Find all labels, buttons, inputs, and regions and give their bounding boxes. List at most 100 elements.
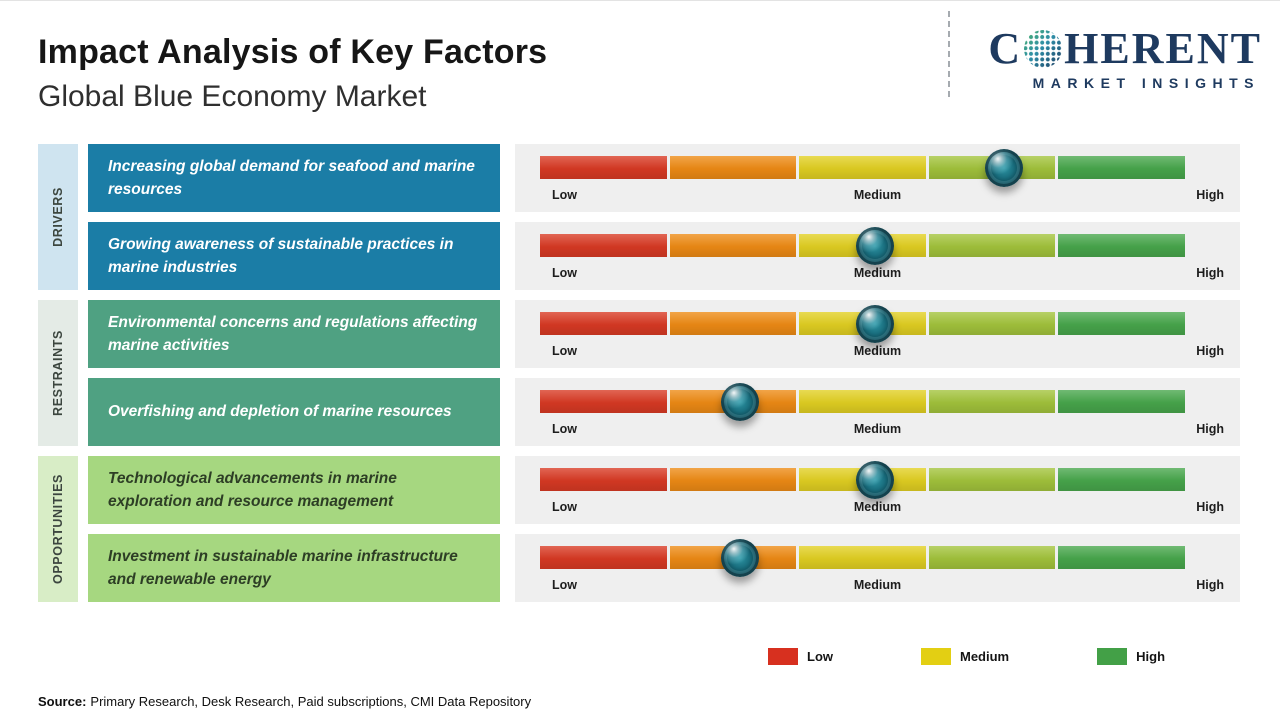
bar-segment	[928, 546, 1056, 569]
impact-marker-icon	[720, 382, 759, 421]
legend-swatch-low	[768, 648, 798, 665]
impact-marker-icon	[856, 304, 895, 343]
impact-bar	[540, 382, 1185, 421]
scale-label-medium: Medium	[853, 500, 902, 514]
bar-segment	[799, 156, 926, 179]
logo-part-c: C	[988, 24, 1023, 73]
bar-segment	[928, 312, 1056, 335]
bar-segment	[1058, 390, 1185, 413]
factor-text-box: Growing awareness of sustainable practic…	[88, 222, 500, 290]
factor-text: Environmental concerns and regulations a…	[108, 313, 478, 354]
scale-labels: Low Medium High	[515, 344, 1240, 360]
bar-segment	[928, 234, 1056, 257]
scale-label-high: High	[1196, 422, 1224, 436]
impact-rows: DRIVERS Increasing global demand for sea…	[38, 144, 1240, 602]
legend-swatch-medium	[921, 648, 951, 665]
scale-labels: Low Medium High	[515, 188, 1240, 204]
factor-row: Environmental concerns and regulations a…	[88, 300, 1240, 368]
bar-segment	[540, 312, 667, 335]
impact-bar	[540, 148, 1185, 187]
bar-segment	[540, 156, 667, 179]
scale-label-low: Low	[552, 266, 577, 280]
brand-logo-wordmark: C HE	[962, 27, 1262, 71]
bar-segment	[540, 468, 667, 491]
group-opportunities: OPPORTUNITIES Technological advancements…	[38, 456, 1240, 602]
brand-logo: C HE	[962, 27, 1262, 92]
bar-segment	[1058, 234, 1185, 257]
scale-label-low: Low	[552, 578, 577, 592]
source-text: Primary Research, Desk Research, Paid su…	[90, 694, 532, 709]
page-subtitle: Global Blue Economy Market	[38, 80, 427, 113]
scale-label-medium: Medium	[853, 422, 902, 436]
bar-segment	[669, 234, 797, 257]
factor-text-box: Technological advancements in marine exp…	[88, 456, 500, 524]
factor-row: Overfishing and depletion of marine reso…	[88, 378, 1240, 446]
legend-item: High	[1097, 648, 1165, 665]
group-label: DRIVERS	[51, 187, 65, 247]
header-titles: Impact Analysis of Key Factors Global Bl…	[38, 33, 547, 114]
scale-label-high: High	[1196, 578, 1224, 592]
factor-text-box: Overfishing and depletion of marine reso…	[88, 378, 500, 446]
scale-label-medium: Medium	[853, 188, 902, 202]
scale-label-low: Low	[552, 188, 577, 202]
impact-panel: Low Medium High	[515, 144, 1240, 212]
factor-row: Growing awareness of sustainable practic…	[88, 222, 1240, 290]
scale-label-low: Low	[552, 344, 577, 358]
source-note: Source: Primary Research, Desk Research, …	[38, 694, 531, 709]
impact-bar	[540, 460, 1185, 499]
scale-label-low: Low	[552, 500, 577, 514]
scale-label-high: High	[1196, 500, 1224, 514]
group-label-strip: RESTRAINTS	[38, 300, 78, 446]
group-restraints: RESTRAINTS Environmental concerns and re…	[38, 300, 1240, 446]
page-title: Impact Analysis of Key Factors	[38, 33, 548, 71]
scale-labels: Low Medium High	[515, 266, 1240, 282]
factor-text-box: Increasing global demand for seafood and…	[88, 144, 500, 212]
bar-segment	[799, 390, 926, 413]
bar-segment	[928, 468, 1056, 491]
group-label-strip: DRIVERS	[38, 144, 78, 290]
scale-label-medium: Medium	[853, 344, 902, 358]
scale-labels: Low Medium High	[515, 578, 1240, 594]
group-drivers: DRIVERS Increasing global demand for sea…	[38, 144, 1240, 290]
factor-text: Growing awareness of sustainable practic…	[108, 235, 454, 276]
factor-row: Technological advancements in marine exp…	[88, 456, 1240, 524]
scale-label-medium: Medium	[853, 578, 902, 592]
group-label: OPPORTUNITIES	[51, 474, 65, 584]
bar-segment	[1058, 156, 1185, 179]
factor-row: Investment in sustainable marine infrast…	[88, 534, 1240, 602]
logo-o-dots-icon	[1023, 29, 1063, 69]
bar-segment	[540, 546, 667, 569]
scale-label-high: High	[1196, 266, 1224, 280]
header-divider	[948, 11, 950, 97]
factor-text-box: Environmental concerns and regulations a…	[88, 300, 500, 368]
brand-logo-tagline: MARKET INSIGHTS	[1032, 75, 1260, 91]
logo-part-rest: HERENT	[1064, 24, 1262, 73]
impact-marker-icon	[856, 460, 895, 499]
impact-panel: Low Medium High	[515, 300, 1240, 368]
bar-segment	[669, 312, 797, 335]
scale-label-high: High	[1196, 344, 1224, 358]
bar-segment	[540, 390, 667, 413]
scale-label-medium: Medium	[853, 266, 902, 280]
impact-marker-icon	[720, 538, 759, 577]
impact-panel: Low Medium High	[515, 534, 1240, 602]
impact-bar	[540, 304, 1185, 343]
impact-bar	[540, 226, 1185, 265]
legend-label: High	[1136, 649, 1166, 664]
factor-text-box: Investment in sustainable marine infrast…	[88, 534, 500, 602]
factor-text: Overfishing and depletion of marine reso…	[108, 403, 452, 421]
scale-label-low: Low	[552, 422, 577, 436]
factor-row: Increasing global demand for seafood and…	[88, 144, 1240, 212]
legend-item: Low	[768, 648, 833, 665]
impact-panel: Low Medium High	[515, 378, 1240, 446]
bar-segment	[799, 546, 926, 569]
group-label-strip: OPPORTUNITIES	[38, 456, 78, 602]
legend-label: Low	[807, 649, 833, 664]
impact-panel: Low Medium High	[515, 456, 1240, 524]
impact-bar	[540, 538, 1185, 577]
legend-swatch-high	[1097, 648, 1128, 665]
impact-panel: Low Medium High	[515, 222, 1240, 290]
group-label: RESTRAINTS	[51, 330, 65, 416]
legend-item: Medium	[921, 648, 1009, 665]
